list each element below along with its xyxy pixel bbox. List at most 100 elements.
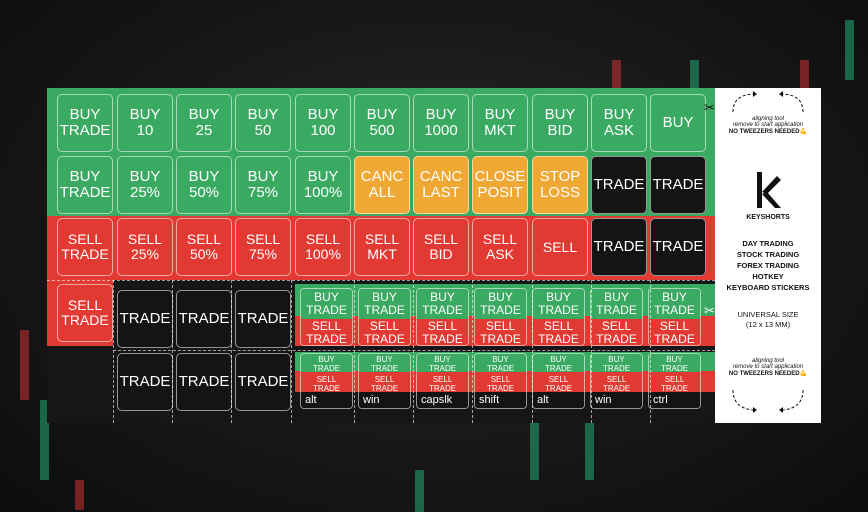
modifier-label: win xyxy=(359,392,410,408)
key-sticker: TRADE xyxy=(117,353,173,411)
chart-candle xyxy=(20,330,29,400)
sell-label: SELL TRADE xyxy=(475,319,526,345)
key-sticker: CLOSE POSIT xyxy=(472,156,528,214)
sell-label: SELL TRADE xyxy=(301,319,352,345)
cut-line xyxy=(231,280,232,423)
sell-label: SELL TRADE xyxy=(591,372,642,394)
split-key-small: BUY TRADE SELL TRADE win xyxy=(358,353,411,409)
buy-label: BUY TRADE xyxy=(475,289,526,319)
chart-candle xyxy=(845,20,854,80)
key-sticker: BUY 25% xyxy=(117,156,173,214)
cut-line xyxy=(172,280,173,423)
aligning-tool-icon xyxy=(732,91,804,113)
key-sticker: TRADE xyxy=(591,218,647,276)
key-sticker: SELL 100% xyxy=(295,218,351,276)
buy-label: BUY TRADE xyxy=(417,354,468,373)
key-sticker: SELL ASK xyxy=(472,218,528,276)
sell-label: SELL TRADE xyxy=(649,319,700,345)
key-sticker: TRADE xyxy=(650,218,706,276)
key-sticker: TRADE xyxy=(235,290,291,348)
modifier-label: win xyxy=(591,392,642,408)
modifier-label: alt xyxy=(301,392,352,408)
buy-label: BUY TRADE xyxy=(649,354,700,373)
sell-label: SELL TRADE xyxy=(417,372,468,394)
desc-line: HOTKEY xyxy=(752,272,784,281)
sell-label: SELL TRADE xyxy=(649,372,700,394)
split-key-small: BUY TRADE SELL TRADE ctrl xyxy=(648,353,701,409)
split-key-small: BUY TRADE SELL TRADE alt xyxy=(300,353,353,409)
key-sticker: BUY TRADE xyxy=(57,156,113,214)
cut-line xyxy=(532,280,533,423)
key-sticker: TRADE xyxy=(176,290,232,348)
sell-label: SELL TRADE xyxy=(301,372,352,394)
chart-candle xyxy=(415,470,424,512)
split-key-large: BUY TRADE SELL TRADE xyxy=(358,288,411,346)
key-sticker: SELL BID xyxy=(413,218,469,276)
desc-line: STOCK TRADING xyxy=(736,250,800,259)
sell-label: SELL TRADE xyxy=(359,372,410,394)
scissors-icon: ✂ xyxy=(704,100,715,115)
split-key-small: BUY TRADE SELL TRADE alt xyxy=(532,353,585,409)
key-sticker: SELL TRADE xyxy=(57,284,113,342)
cut-line xyxy=(113,280,114,423)
cut-line xyxy=(472,280,473,423)
scissors-icon: ✂ xyxy=(704,303,715,318)
split-key-large: BUY TRADE SELL TRADE xyxy=(648,288,701,346)
cut-line xyxy=(591,280,592,423)
desc-line: KEYBOARD STICKERS xyxy=(726,283,810,292)
key-sticker: SELL xyxy=(532,218,588,276)
key-sticker: BUY TRADE xyxy=(57,94,113,152)
tool-line-2: remove to start application xyxy=(732,122,804,128)
brand-name: KEYSHORTS xyxy=(746,214,790,221)
sell-label: SELL TRADE xyxy=(533,372,584,394)
split-key-small: BUY TRADE SELL TRADE capslk xyxy=(416,353,469,409)
sell-label: SELL TRADE xyxy=(591,319,642,345)
buy-label: BUY TRADE xyxy=(533,354,584,373)
tool-line-3: NO TWEEZERS NEEDED💪 xyxy=(728,371,808,377)
key-sticker: BUY ASK xyxy=(591,94,647,152)
key-sticker: TRADE xyxy=(591,156,647,214)
key-sticker: TRADE xyxy=(176,353,232,411)
key-sticker: CANC LAST xyxy=(413,156,469,214)
key-sticker: BUY xyxy=(650,94,706,152)
buy-label: BUY TRADE xyxy=(591,289,642,319)
cut-line xyxy=(413,280,414,423)
desc-line: FOREX TRADING xyxy=(736,261,800,270)
key-sticker: BUY 100 xyxy=(295,94,351,152)
key-sticker: SELL TRADE xyxy=(57,218,113,276)
chart-candle xyxy=(40,400,49,480)
desc-line: DAY TRADING xyxy=(742,239,794,248)
split-key-large: BUY TRADE SELL TRADE xyxy=(300,288,353,346)
key-sticker: CANC ALL xyxy=(354,156,410,214)
buy-label: BUY TRADE xyxy=(649,289,700,319)
tool-line-1: aligning tool xyxy=(751,358,785,364)
key-sticker: SELL MKT xyxy=(354,218,410,276)
size-line-1: UNIVERSAL SIZE xyxy=(737,310,799,319)
cut-line xyxy=(650,280,651,423)
size-line-2: (12 x 13 MM) xyxy=(745,320,791,329)
cut-line xyxy=(113,350,715,351)
chart-candle xyxy=(690,60,699,90)
key-sticker: SELL 50% xyxy=(176,218,232,276)
key-sticker: BUY 100% xyxy=(295,156,351,214)
key-sticker: BUY BID xyxy=(532,94,588,152)
buy-label: BUY TRADE xyxy=(417,289,468,319)
key-sticker: BUY 500 xyxy=(354,94,410,152)
key-sticker: SELL 75% xyxy=(235,218,291,276)
sell-label: SELL TRADE xyxy=(475,372,526,394)
sell-label: SELL TRADE xyxy=(359,319,410,345)
key-sticker: TRADE xyxy=(650,156,706,214)
modifier-label: shift xyxy=(475,392,526,408)
chart-candle xyxy=(75,480,84,510)
split-key-large: BUY TRADE SELL TRADE xyxy=(474,288,527,346)
sticker-sheet: BUY TRADE BUY 10 BUY 25 BUY 50 BUY 100 BUY 50… xyxy=(47,88,821,423)
buy-label: BUY TRADE xyxy=(301,354,352,373)
key-sticker: TRADE xyxy=(235,353,291,411)
key-sticker: SELL 25% xyxy=(117,218,173,276)
split-key-large: BUY TRADE SELL TRADE xyxy=(532,288,585,346)
split-key-small: BUY TRADE SELL TRADE win xyxy=(590,353,643,409)
buy-label: BUY TRADE xyxy=(359,289,410,319)
buy-label: BUY TRADE xyxy=(591,354,642,373)
buy-label: BUY TRADE xyxy=(301,289,352,319)
split-key-large: BUY TRADE SELL TRADE xyxy=(416,288,469,346)
